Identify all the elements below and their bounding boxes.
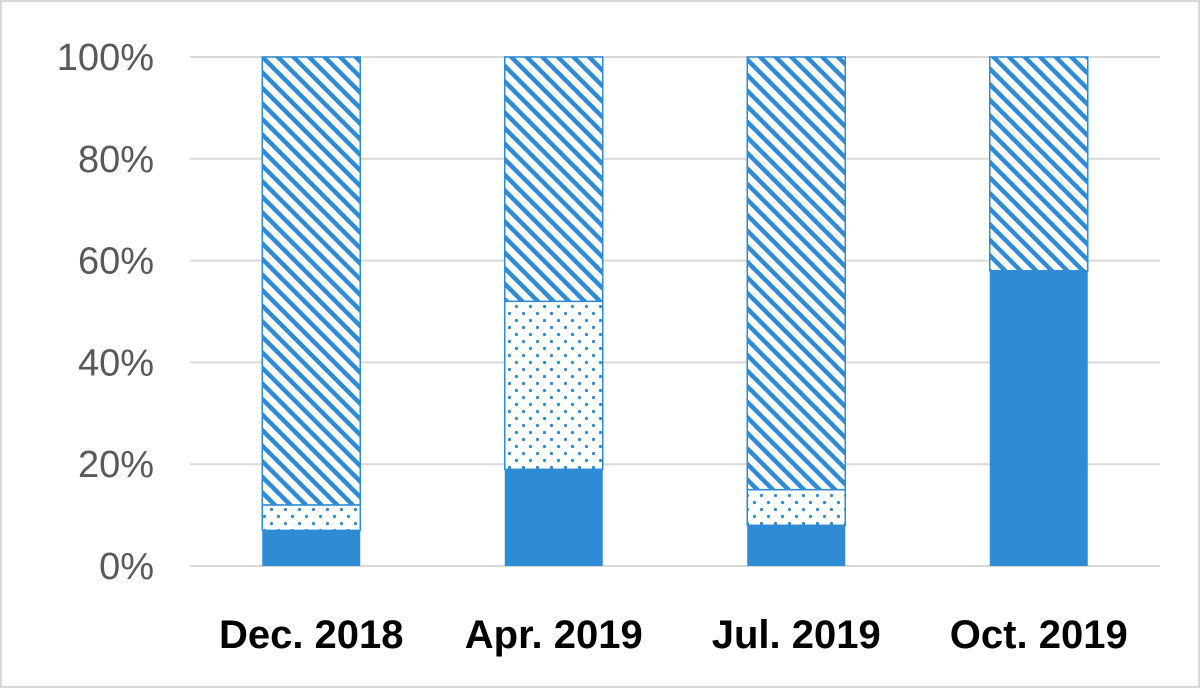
y-tick-label: 100% [57, 37, 154, 79]
y-axis-tick-labels: 0% 20% 40% 60% 80% 100% [57, 37, 154, 588]
y-tick-label: 80% [78, 139, 154, 181]
bars [261, 56, 1089, 566]
y-tick-label: 20% [78, 444, 154, 486]
bar-segment-diagonal-hatch [504, 56, 604, 303]
bar-segment-dotted [504, 300, 604, 471]
x-category-label: Jul. 2019 [712, 613, 881, 657]
x-category-label: Apr. 2019 [465, 613, 643, 657]
bar-segment-diagonal-hatch [989, 56, 1089, 272]
bar-segment-solid [989, 270, 1088, 566]
y-tick-label: 0% [99, 546, 154, 588]
y-tick-label: 60% [78, 241, 154, 283]
x-category-label: Dec. 2018 [219, 613, 404, 657]
bar-segment-solid [262, 530, 361, 566]
bar-segment-solid [504, 469, 603, 566]
x-category-label: Oct. 2019 [950, 613, 1128, 657]
bar-segment-solid [747, 525, 846, 566]
bar-segment-dotted [746, 488, 846, 527]
bar-segment-diagonal-hatch [746, 56, 846, 491]
bar-segment-diagonal-hatch [261, 56, 361, 506]
bar-segment-dotted [261, 504, 361, 532]
y-tick-label: 40% [78, 342, 154, 384]
x-axis-category-labels: Dec. 2018 Apr. 2019 Jul. 2019 Oct. 2019 [219, 613, 1128, 657]
